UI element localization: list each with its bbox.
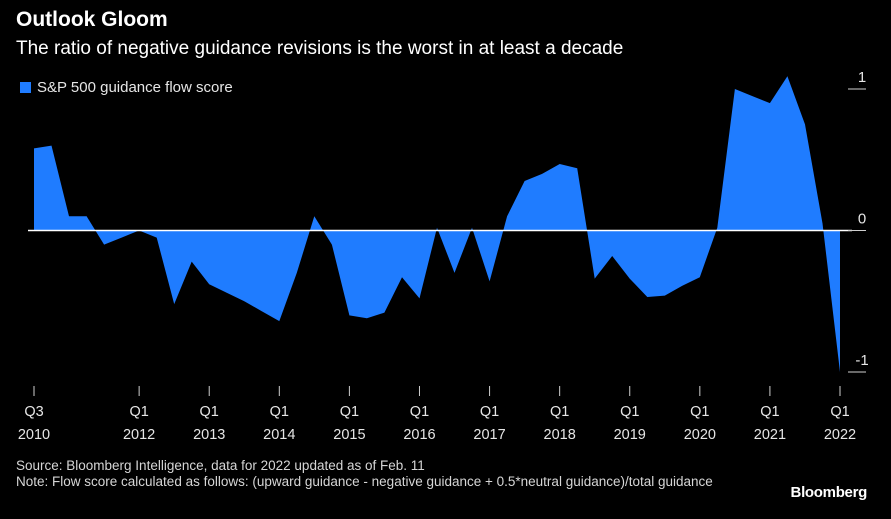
x-tick-label-year: 2017 bbox=[473, 427, 505, 443]
source-note: Source: Bloomberg Intelligence, data for… bbox=[16, 458, 425, 473]
legend: S&P 500 guidance flow score bbox=[20, 79, 233, 96]
x-tick-label-year: 2019 bbox=[614, 427, 646, 443]
x-tick-label-year: 2020 bbox=[684, 427, 716, 443]
x-tick-label-quarter: Q1 bbox=[340, 404, 359, 420]
x-tick-label-quarter: Q1 bbox=[410, 404, 429, 420]
bloomberg-logo: Bloomberg bbox=[790, 484, 868, 501]
footer: Source: Bloomberg Intelligence, data for… bbox=[16, 458, 736, 490]
x-tick-label-year: 2012 bbox=[123, 427, 155, 443]
x-tick-label-year: 2013 bbox=[193, 427, 225, 443]
series-area bbox=[34, 76, 840, 372]
x-tick-label-quarter: Q1 bbox=[760, 404, 779, 420]
x-tick-label-quarter: Q1 bbox=[270, 404, 289, 420]
x-tick-label-quarter: Q1 bbox=[129, 404, 148, 420]
x-tick-label-year: 2018 bbox=[544, 427, 576, 443]
chart-subtitle: The ratio of negative guidance revisions… bbox=[16, 38, 624, 59]
x-tick-label-year: 2016 bbox=[403, 427, 435, 443]
x-tick-label-quarter: Q1 bbox=[200, 404, 219, 420]
y-tick-label: 0 bbox=[858, 210, 866, 227]
x-tick-label-quarter: Q3 bbox=[24, 404, 43, 420]
x-tick-label-year: 2022 bbox=[824, 427, 856, 443]
x-tick-label-quarter: Q1 bbox=[620, 404, 639, 420]
x-tick-label-quarter: Q1 bbox=[830, 404, 849, 420]
x-tick-label-year: 2021 bbox=[754, 427, 786, 443]
method-note: Note: Flow score calculated as follows: … bbox=[16, 474, 713, 489]
y-tick-label: 1 bbox=[858, 69, 866, 86]
x-tick-label-quarter: Q1 bbox=[690, 404, 709, 420]
x-tick-label-quarter: Q1 bbox=[480, 404, 499, 420]
x-tick-label-quarter: Q1 bbox=[550, 404, 569, 420]
x-tick-label-year: 2010 bbox=[18, 427, 50, 443]
chart-title: Outlook Gloom bbox=[16, 8, 168, 31]
legend-swatch bbox=[20, 82, 31, 93]
y-tick-label: -1 bbox=[855, 352, 868, 369]
x-tick-label-year: 2015 bbox=[333, 427, 365, 443]
legend-label: S&P 500 guidance flow score bbox=[37, 79, 233, 96]
x-tick-label-year: 2014 bbox=[263, 427, 295, 443]
